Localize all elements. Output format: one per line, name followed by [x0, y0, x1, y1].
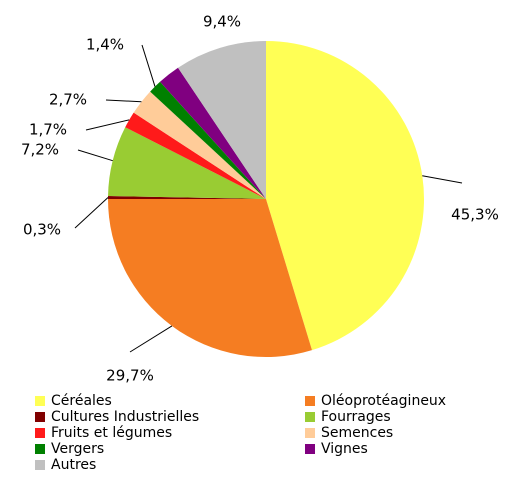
legend-swatch	[305, 412, 315, 422]
legend-swatch	[35, 444, 45, 454]
legend-swatch	[305, 396, 315, 406]
legend-label: Vignes	[321, 441, 368, 457]
data-label: 29,7%	[106, 367, 154, 385]
pie-slice	[108, 199, 312, 357]
leader-line	[77, 149, 113, 162]
leader-line	[129, 325, 173, 353]
legend-label: Fourrages	[321, 409, 391, 425]
legend-swatch	[35, 412, 45, 422]
pie-slice	[133, 91, 266, 199]
data-label: 7,2%	[21, 141, 59, 159]
legend-swatch	[35, 396, 45, 406]
pie-slice	[266, 41, 424, 351]
legend-label: Autres	[51, 457, 96, 473]
leader-line	[105, 99, 142, 103]
pie-slice	[150, 81, 266, 199]
pie-slice	[125, 112, 266, 199]
data-label: 9,4%	[203, 13, 241, 31]
legend-label: Oléoprotéagineux	[321, 393, 446, 409]
legend-label: Fruits et légumes	[51, 425, 172, 441]
pie-slice	[160, 67, 266, 200]
data-label: 1,4%	[86, 36, 124, 54]
legend-label: Vergers	[51, 441, 104, 457]
legend-label: Céréales	[51, 393, 112, 409]
leader-line	[141, 44, 156, 87]
pie-slice	[108, 127, 266, 199]
data-label: 0,3%	[23, 221, 61, 239]
legend-swatch	[305, 428, 315, 438]
leader-line	[422, 175, 463, 184]
legend-swatch	[35, 428, 45, 438]
legend-label: Cultures Industrielles	[51, 409, 199, 425]
data-label: 45,3%	[451, 206, 499, 224]
legend-swatch	[35, 460, 45, 470]
pie-slice	[178, 41, 266, 199]
pie-slice	[108, 196, 266, 199]
leader-line	[85, 119, 130, 131]
data-label: 1,7%	[29, 121, 67, 139]
data-label: 2,7%	[49, 91, 87, 109]
legend-label: Semences	[321, 425, 393, 441]
legend-swatch	[305, 444, 315, 454]
leader-line	[74, 197, 109, 229]
